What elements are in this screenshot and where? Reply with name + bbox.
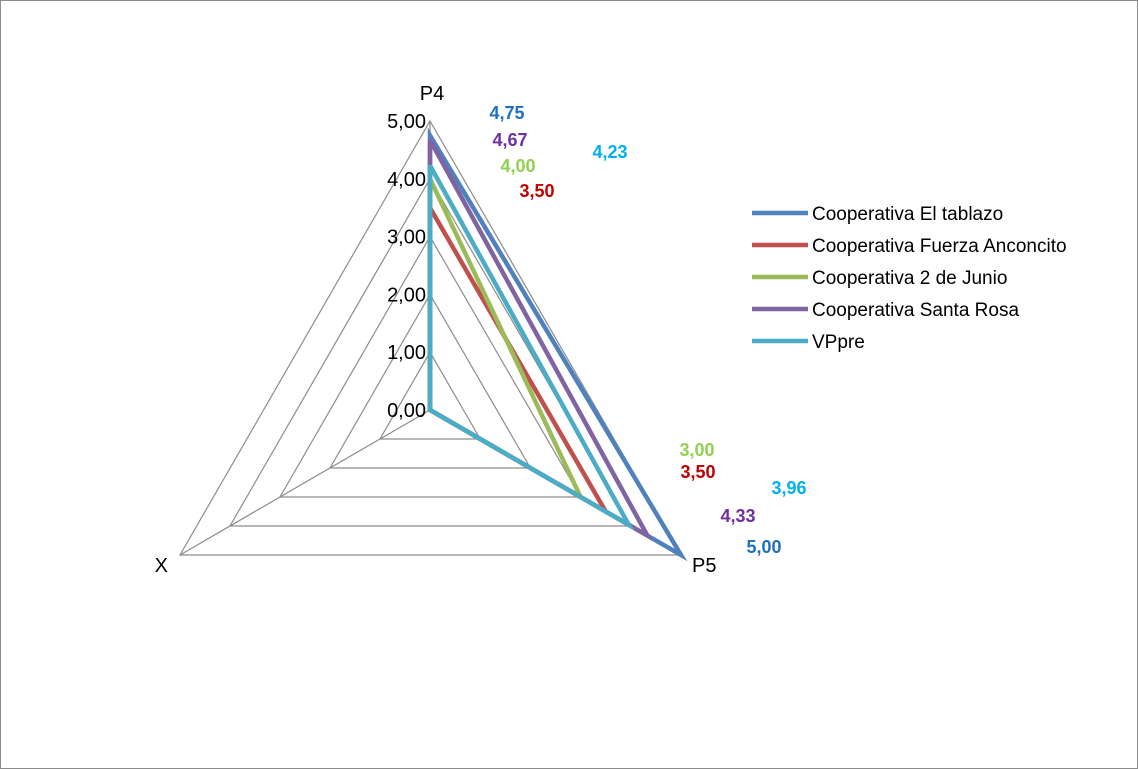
data-labels: 4,75 5,00 3,50 3,50 4,00 3,00 4,67 4,33 4,23 3,96 [489, 103, 806, 557]
tick-labels: 0,00 1,00 2,00 3,00 4,00 5,00 [387, 111, 426, 422]
axis-labels: P4 P5 X [155, 83, 717, 577]
grid-ring-5 [178, 119, 683, 556]
tick-label: 3,00 [387, 227, 426, 249]
legend-entry: Cooperativa El tablazo [812, 204, 1003, 225]
series-line-1 [427, 127, 688, 562]
legend-entry: Cooperativa Fuerza Anconcito [812, 236, 1067, 257]
grid-ring-1 [378, 350, 482, 440]
grid-spoke-x [179, 409, 431, 556]
data-label: 5,00 [746, 537, 781, 557]
data-label: 3,50 [519, 181, 554, 201]
tick-label: 2,00 [387, 284, 426, 306]
legend-entry: Cooperativa 2 de Junio [812, 268, 1007, 289]
axis-label-p5: P5 [692, 555, 716, 577]
series-lines [427, 127, 688, 562]
series-line-5 [427, 164, 635, 531]
tick-label: 1,00 [387, 342, 426, 364]
tick-label: 5,00 [387, 111, 426, 133]
series-line-3 [427, 177, 586, 503]
grid-ring-4 [228, 177, 632, 527]
axis-label-x: X [155, 555, 168, 577]
data-label: 4,67 [492, 130, 527, 150]
legend-entry: VPpre [812, 332, 865, 353]
grid-ring-2 [328, 293, 532, 469]
legend: Cooperativa El tablazo Cooperativa Fuerza… [752, 204, 1067, 353]
tick-label: 0,00 [387, 400, 426, 422]
data-label: 4,75 [489, 103, 524, 123]
data-label: 3,00 [679, 440, 714, 460]
data-label: 4,00 [500, 156, 535, 176]
data-label: 4,33 [720, 506, 755, 526]
data-label: 3,96 [771, 478, 806, 498]
grid-ring-3 [278, 235, 582, 498]
tick-label: 4,00 [387, 169, 426, 191]
data-label: 4,23 [592, 142, 627, 162]
legend-entry: Cooperativa Santa Rosa [812, 300, 1019, 321]
axis-label-p4: P4 [420, 83, 444, 105]
data-label: 3,50 [680, 462, 715, 482]
